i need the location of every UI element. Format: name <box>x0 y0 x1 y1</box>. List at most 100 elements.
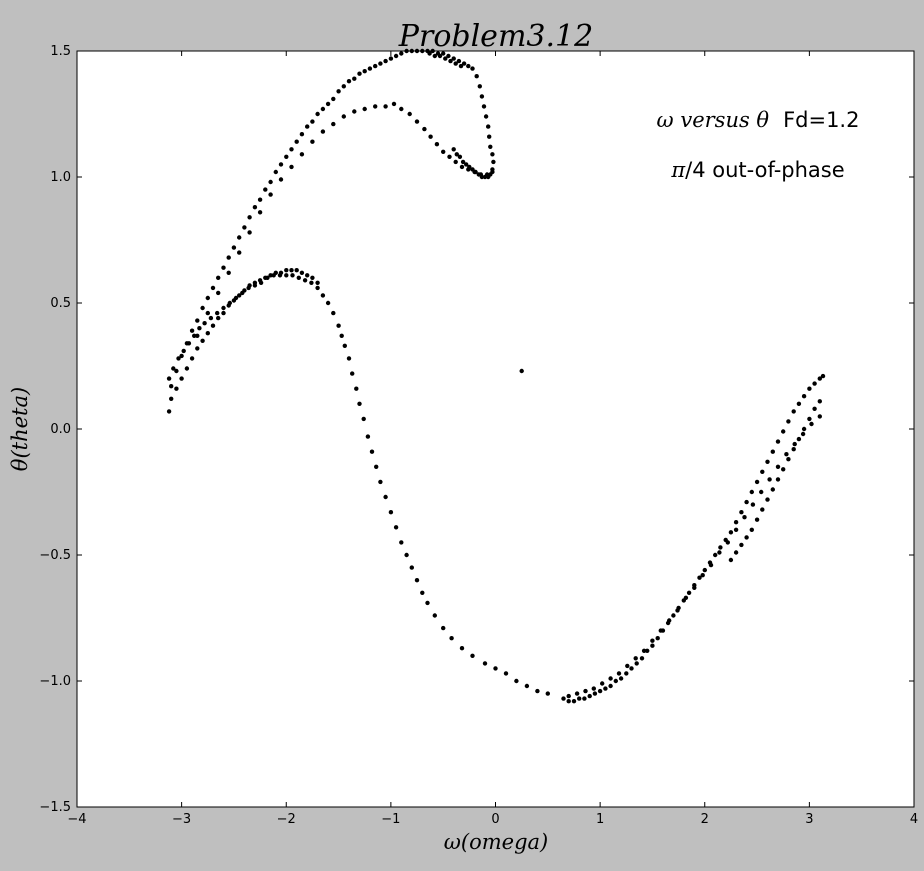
data-point <box>447 154 452 159</box>
data-point <box>591 686 596 691</box>
data-point <box>237 235 242 240</box>
data-point <box>352 109 357 114</box>
data-point <box>624 671 629 676</box>
data-point <box>566 693 571 699</box>
data-point <box>391 101 397 107</box>
data-point <box>176 356 181 361</box>
data-point <box>294 139 299 144</box>
plot-area <box>77 51 914 807</box>
data-point <box>717 550 722 555</box>
x-tick-label: 4 <box>910 812 918 827</box>
data-point <box>365 434 371 439</box>
data-point <box>362 69 367 74</box>
data-point <box>765 459 770 464</box>
data-point <box>491 159 496 165</box>
data-point <box>393 525 399 530</box>
data-point <box>760 507 765 512</box>
data-point <box>354 386 359 391</box>
data-point <box>277 273 283 278</box>
data-point <box>200 305 205 311</box>
data-point <box>577 696 582 701</box>
data-point <box>739 510 744 515</box>
data-point <box>613 678 618 684</box>
data-point <box>474 74 479 79</box>
data-point <box>414 578 420 583</box>
data-point <box>237 293 242 298</box>
data-point <box>434 142 440 147</box>
data-point <box>767 477 772 482</box>
data-point <box>289 268 294 273</box>
data-point <box>809 421 814 427</box>
data-point <box>399 106 404 112</box>
data-point <box>453 159 458 165</box>
data-point <box>428 134 433 139</box>
data-point <box>760 469 765 474</box>
data-point <box>441 149 446 154</box>
data-point <box>299 270 305 275</box>
data-point <box>414 119 420 124</box>
data-point <box>728 557 734 563</box>
annotation-line-2-text: /4 out-of-phase <box>685 158 845 182</box>
data-point <box>603 686 608 691</box>
data-point <box>226 270 231 275</box>
data-point <box>195 346 200 351</box>
data-point <box>460 159 466 165</box>
data-point <box>461 61 467 66</box>
data-point <box>399 540 404 545</box>
data-point <box>451 147 456 152</box>
data-point <box>775 439 781 444</box>
data-point <box>357 71 362 76</box>
data-point <box>587 693 592 699</box>
data-point <box>216 290 221 296</box>
data-point <box>514 678 519 684</box>
data-point <box>775 477 781 482</box>
data-point <box>817 414 822 419</box>
data-point <box>373 63 378 69</box>
data-point <box>801 426 807 432</box>
data-point <box>801 394 807 399</box>
data-point <box>210 323 216 328</box>
data-point <box>800 431 806 437</box>
axis-ticks: −4 −3 −2 −1 0 1 2 3 4 −1.5 −1.0 −0.5 0.0 0.5 1.0 1.5 <box>39 44 918 827</box>
data-point <box>639 656 645 661</box>
data-point <box>299 152 305 157</box>
data-point <box>574 691 580 696</box>
annotation-line-2-math: π <box>670 158 686 182</box>
data-point <box>289 147 294 152</box>
data-point <box>268 179 273 185</box>
data-point <box>383 58 388 64</box>
data-point <box>310 119 315 124</box>
x-tick-label: −1 <box>381 812 400 827</box>
data-point <box>786 419 791 424</box>
data-point <box>166 409 172 414</box>
data-point <box>479 94 485 99</box>
data-point <box>708 562 714 568</box>
data-point <box>284 273 289 278</box>
data-point <box>454 152 459 157</box>
data-point <box>310 139 315 144</box>
data-point <box>482 174 488 180</box>
data-point <box>284 268 289 273</box>
data-point <box>671 613 676 618</box>
data-point <box>378 479 383 485</box>
data-point <box>361 416 366 422</box>
data-point <box>320 106 326 112</box>
y-tick-label: −0.5 <box>39 548 71 563</box>
data-point <box>451 56 456 61</box>
data-point <box>404 552 409 558</box>
data-point <box>775 464 781 469</box>
data-point <box>284 154 289 159</box>
data-point <box>169 396 174 401</box>
data-point <box>807 386 812 391</box>
data-point <box>215 310 220 316</box>
data-point <box>645 648 650 653</box>
data-point <box>315 111 320 117</box>
data-point <box>296 275 301 280</box>
data-point <box>466 63 471 69</box>
data-point <box>733 527 739 532</box>
data-point <box>231 245 237 250</box>
data-point <box>210 285 216 291</box>
data-point <box>464 162 469 167</box>
data-point <box>519 368 524 374</box>
data-point <box>784 452 789 457</box>
